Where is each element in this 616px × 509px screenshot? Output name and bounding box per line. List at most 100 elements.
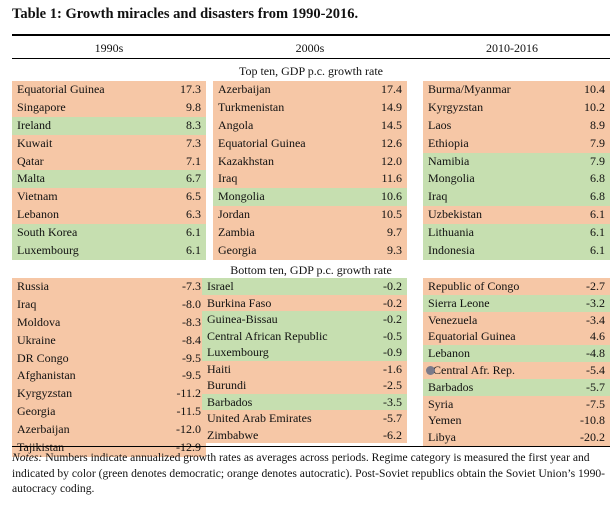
table-row: Guinea-Bissau -0.2 (202, 311, 407, 328)
table-row: Zimbabwe -6.2 (202, 426, 407, 443)
country-name: Ethiopia (428, 135, 469, 150)
country-name: Equatorial Guinea (428, 329, 516, 344)
country-name: Kuwait (17, 135, 53, 150)
country-name: Russia (17, 279, 50, 293)
table-row: Iraq 6.8 (423, 188, 610, 207)
growth-rate-value: -1.6 (383, 361, 402, 376)
table-row: Azerbaijan -12.0 (12, 421, 206, 440)
growth-rate-value: -3.2 (586, 295, 605, 310)
growth-rate-value: -2.5 (383, 378, 402, 392)
growth-rate-value: 9.7 (387, 225, 402, 240)
country-name: Haiti (207, 361, 231, 376)
table-row: Vietnam 6.5 (12, 188, 206, 207)
growth-rate-value: -0.2 (383, 312, 402, 326)
bottom-rule (12, 446, 610, 447)
table-row: Venezuela -3.4 (423, 311, 610, 329)
growth-rate-value: 6.1 (590, 207, 605, 222)
country-name: Ireland (17, 117, 51, 132)
table-row: Angola 14.5 (213, 116, 407, 135)
country-name: Equatorial Guinea (17, 82, 105, 96)
column-header-2010-2016: 2010-2016 (486, 41, 538, 55)
table-title: Table 1: Growth miracles and disasters f… (12, 6, 359, 22)
country-name: Luxembourg (17, 243, 79, 258)
table-row: Burkina Faso -0.2 (202, 294, 407, 311)
table-row: Equatorial Guinea 12.6 (213, 134, 407, 153)
growth-rate-value: 7.9 (590, 135, 605, 150)
growth-rate-value: -0.2 (383, 279, 402, 293)
growth-rate-value: 17.3 (180, 82, 201, 96)
table-row: South Korea 6.1 (12, 224, 206, 243)
header-rule (12, 58, 610, 59)
growth-rate-value: -5.4 (586, 362, 605, 377)
country-name: Mongolia (218, 189, 265, 204)
table-row: Central African Republic -0.5 (202, 327, 407, 344)
bottom-ten-column-2000s: Israel -0.2 Burkina Faso -0.2 Guinea-Bissau -… (202, 278, 407, 443)
growth-rate-value: 6.1 (186, 225, 201, 240)
growth-rate-value: 6.3 (186, 207, 201, 222)
table-row: Uzbekistan 6.1 (423, 206, 610, 225)
growth-rate-value: -12.0 (176, 422, 201, 437)
country-name: Lithuania (428, 225, 474, 240)
country-name: Kazakhstan (218, 153, 274, 168)
table-row: Lebanon 6.3 (12, 206, 206, 225)
table-row: Burundi -2.5 (202, 377, 407, 394)
table-row: Afghanistan -9.5 (12, 367, 206, 386)
table-row: Luxembourg -0.9 (202, 344, 407, 361)
country-name: Republic of Congo (428, 279, 520, 293)
growth-rate-value: -9.5 (182, 368, 201, 383)
table-row: Mongolia 6.8 (423, 170, 610, 189)
table-row: Burma/Myanmar 10.4 (423, 81, 610, 99)
table-row: Jordan 10.5 (213, 206, 407, 225)
growth-rate-value: -20.2 (580, 430, 605, 445)
growth-rate-value: 10.5 (381, 207, 402, 222)
country-name: Malta (17, 171, 45, 186)
growth-rate-value: -9.5 (182, 350, 201, 365)
country-name: Afghanistan (17, 368, 76, 383)
country-name: Indonesia (428, 243, 475, 258)
column-header-1990s: 1990s (94, 41, 124, 55)
table-row: Equatorial Guinea 17.3 (12, 81, 206, 99)
top-ten-column-2010-2016: Burma/Myanmar 10.4 Kyrgyzstan 10.2 Laos 8.9 Et… (423, 81, 610, 260)
country-name: Namibia (428, 153, 470, 168)
table-row: Iraq 11.6 (213, 170, 407, 189)
growth-rate-value: 14.9 (381, 99, 402, 114)
table-row: Ireland 8.3 (12, 116, 206, 135)
growth-rate-value: 9.8 (186, 99, 201, 114)
growth-rate-value: -7.5 (586, 396, 605, 411)
table-row: Libya -20.2 (423, 429, 610, 446)
country-name: Iraq (428, 189, 448, 204)
growth-rate-value: -12.9 (176, 440, 201, 455)
table-row: Mongolia 10.6 (213, 188, 407, 207)
country-name: Lebanon (428, 346, 470, 361)
section-label-top-ten: Top ten, GDP p.c. growth rate (238, 64, 384, 78)
growth-rate-value: -4.8 (586, 346, 605, 361)
table-row: Sierra Leone -3.2 (423, 294, 610, 312)
table-row: Qatar 7.1 (12, 152, 206, 171)
country-name: Barbados (207, 394, 253, 409)
growth-rate-value: -5.7 (383, 411, 402, 425)
growth-rate-value: -3.4 (586, 312, 605, 327)
country-name: Azerbaijan (17, 422, 70, 437)
country-name: Sierra Leone (428, 295, 490, 310)
growth-rate-value: -8.3 (182, 314, 201, 329)
table-row: United Arab Emirates -5.7 (202, 410, 407, 427)
growth-rate-value: 7.1 (186, 153, 201, 168)
country-name: Kyrgyzstan (17, 386, 73, 401)
country-name: Angola (218, 117, 254, 132)
table-row: Russia -7.3 (12, 278, 206, 296)
table-row: Kazakhstan 12.0 (213, 152, 407, 171)
bottom-ten-column-1990s: Russia -7.3 Iraq -8.0 Moldova -8.3 Ukraine -8.4… (12, 278, 206, 457)
growth-rate-value: -8.4 (182, 332, 201, 347)
growth-rate-value: -0.9 (383, 345, 402, 359)
growth-rate-value: 8.9 (590, 117, 605, 132)
growth-rate-value: -2.7 (586, 279, 605, 293)
country-name: Central African Republic (207, 328, 328, 343)
country-name: Central Afr. Rep. (426, 362, 515, 379)
growth-rate-value: -7.3 (182, 279, 201, 293)
country-name: Georgia (17, 404, 56, 419)
country-name: DR Congo (17, 350, 69, 365)
table-row: Kuwait 7.3 (12, 134, 206, 153)
country-name: Kyrgyzstan (428, 99, 484, 114)
growth-rate-value: 7.3 (186, 135, 201, 150)
table-row: Lithuania 6.1 (423, 224, 610, 243)
